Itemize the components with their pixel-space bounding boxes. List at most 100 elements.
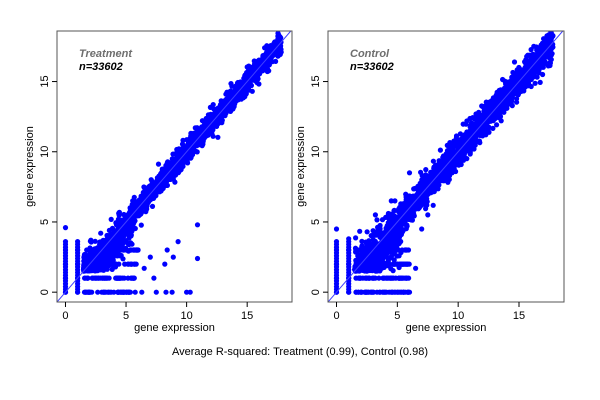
y-tick-label: 10: [39, 146, 51, 158]
data-point: [122, 231, 128, 237]
data-point: [163, 182, 170, 188]
data-point: [99, 289, 105, 295]
data-point: [114, 231, 120, 237]
data-point: [457, 131, 463, 137]
points-layer: [328, 31, 564, 302]
data-point: [95, 289, 101, 295]
data-point: [532, 80, 538, 86]
data-point: [370, 257, 376, 263]
data-point: [380, 253, 386, 259]
y-tick-label: 0: [310, 289, 322, 295]
data-point: [503, 85, 509, 91]
data-point: [234, 80, 241, 86]
data-point: [493, 99, 499, 105]
data-point: [120, 238, 126, 244]
data-point: [448, 146, 454, 152]
data-point: [387, 247, 393, 253]
data-point: [385, 231, 391, 238]
data-point: [111, 289, 117, 295]
data-point: [104, 266, 110, 272]
data-point: [494, 89, 500, 95]
data-point: [138, 211, 144, 217]
data-point: [357, 253, 363, 259]
data-point: [353, 261, 359, 267]
data-point: [378, 247, 384, 253]
data-point: [535, 47, 541, 53]
data-point: [209, 114, 215, 120]
data-point: [541, 45, 547, 51]
data-point: [497, 113, 503, 119]
data-point: [253, 70, 259, 76]
data-point: [458, 136, 464, 142]
data-point: [362, 267, 369, 273]
data-point: [215, 120, 221, 127]
data-point: [75, 261, 81, 267]
x-tick-label: 10: [452, 310, 464, 322]
data-point: [512, 71, 518, 77]
data-point: [511, 59, 518, 65]
data-point: [238, 96, 244, 102]
data-point: [107, 232, 113, 238]
y-tick-label: 15: [39, 75, 51, 87]
data-point: [517, 67, 524, 74]
data-point: [437, 147, 443, 153]
data-point: [391, 230, 397, 236]
data-point: [89, 261, 95, 267]
data-point: [163, 289, 169, 295]
data-point: [403, 247, 409, 253]
panel-sample-size: n=33602: [350, 61, 394, 73]
data-point: [148, 177, 154, 183]
data-point: [122, 261, 128, 267]
data-point: [405, 201, 411, 207]
data-point: [423, 167, 429, 173]
data-point: [132, 247, 138, 253]
data-point: [373, 254, 379, 260]
data-point: [187, 135, 193, 141]
data-point: [88, 265, 94, 271]
data-point: [162, 261, 168, 267]
data-point: [430, 202, 436, 208]
data-point: [115, 289, 121, 295]
x-axis-title: gene expression: [406, 322, 487, 334]
data-point: [358, 289, 364, 295]
data-point: [92, 238, 98, 244]
data-point: [447, 140, 453, 146]
data-point: [194, 255, 201, 262]
data-point: [141, 184, 147, 190]
data-point: [403, 197, 409, 203]
data-point: [521, 88, 527, 94]
data-point: [415, 206, 421, 212]
data-point: [75, 247, 81, 253]
data-point: [454, 161, 460, 168]
data-point: [248, 72, 254, 79]
data-point: [114, 275, 120, 281]
data-point: [173, 151, 179, 157]
data-point: [264, 49, 270, 56]
x-tick-label: 5: [394, 310, 400, 322]
data-point: [169, 289, 175, 295]
data-point: [123, 289, 129, 295]
data-point: [359, 238, 365, 244]
data-point: [246, 68, 252, 74]
data-point: [394, 261, 400, 267]
data-point: [333, 239, 340, 245]
data-point: [532, 55, 538, 61]
data-point: [398, 206, 404, 213]
data-point: [425, 212, 431, 218]
data-point: [256, 81, 262, 87]
data-point: [447, 157, 453, 163]
data-point: [153, 289, 159, 295]
data-point: [540, 71, 546, 78]
data-point: [139, 289, 145, 295]
data-point: [273, 58, 279, 64]
data-point: [400, 261, 406, 267]
data-point: [518, 82, 524, 88]
data-point: [541, 41, 547, 47]
data-point: [430, 158, 436, 164]
data-point: [93, 275, 99, 281]
data-point: [346, 261, 352, 267]
data-point: [94, 267, 100, 273]
data-point: [443, 166, 449, 172]
data-point: [438, 178, 445, 184]
